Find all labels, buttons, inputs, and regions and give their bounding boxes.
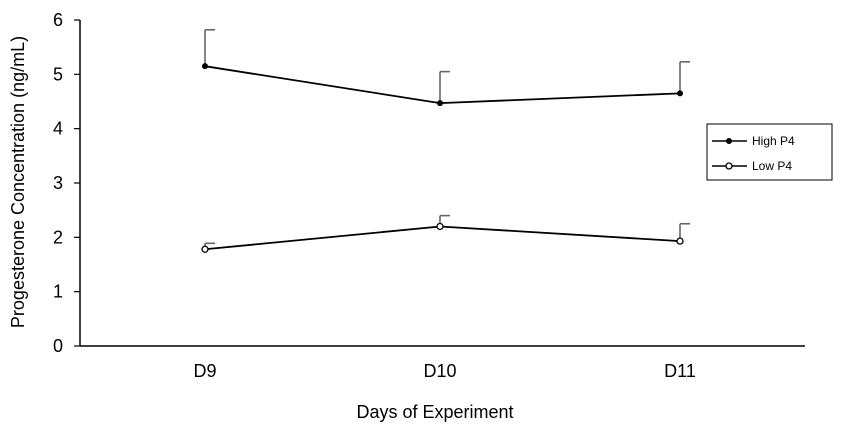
data-point (201, 245, 209, 253)
data-point (437, 100, 443, 107)
y-tick-label: 4 (53, 119, 63, 139)
plot-area: 0 1 2 3 4 5 6 D9 D10 D11 (53, 10, 805, 381)
y-tick-label: 1 (53, 282, 63, 302)
series-layer (201, 28, 690, 253)
y-tick-label: 6 (53, 10, 63, 30)
data-point (676, 237, 684, 245)
legend-marker-high-p4 (726, 138, 732, 144)
series-line (204, 225, 681, 251)
x-ticks: D9 D10 D11 (193, 361, 695, 381)
legend: High P4 Low P4 (706, 123, 833, 181)
x-tick-label: D11 (664, 361, 696, 381)
y-ticks: 0 1 2 3 4 5 6 (53, 10, 80, 356)
legend-label-low-p4: Low P4 (752, 159, 792, 173)
y-tick-label: 5 (53, 64, 63, 84)
series-low-p4 (201, 214, 690, 253)
x-tick-label: D9 (193, 361, 216, 381)
y-tick-label: 2 (53, 227, 63, 247)
data-point (436, 222, 444, 231)
data-point (202, 63, 208, 70)
legend-marker-low-p4 (725, 162, 733, 170)
x-tick-label: D10 (423, 361, 456, 381)
y-tick-label: 0 (53, 336, 63, 356)
y-axis-title: Progesterone Concentration (ng/mL) (8, 36, 28, 328)
legend-label-high-p4: High P4 (752, 134, 795, 148)
data-point (677, 90, 683, 97)
legend-box (706, 123, 833, 181)
y-tick-label: 3 (53, 173, 63, 193)
x-axis-title: Days of Experiment (356, 402, 513, 422)
series-high-p4 (202, 28, 690, 107)
